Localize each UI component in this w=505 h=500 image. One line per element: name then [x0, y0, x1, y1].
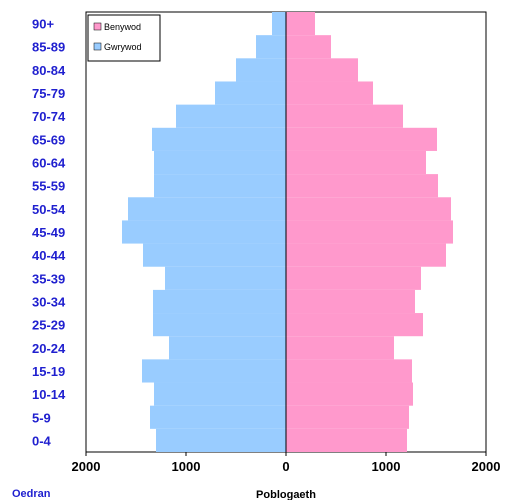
bar-female-0-4 [286, 428, 407, 452]
age-label: 35-39 [32, 271, 65, 286]
legend-label-female: Benywod [104, 22, 141, 32]
bar-male-75-79 [215, 81, 286, 105]
bar-female-5-9 [286, 405, 409, 429]
bar-male-55-59 [154, 174, 286, 198]
bar-female-60-64 [286, 150, 426, 175]
age-label: 45-49 [32, 225, 65, 240]
x-tick-label: 0 [282, 459, 289, 474]
bar-male-45-49 [122, 220, 286, 244]
male-bars [122, 12, 286, 452]
age-label: 85-89 [32, 40, 65, 55]
bar-female-65-69 [286, 127, 437, 151]
bar-female-25-29 [286, 313, 423, 337]
bar-male-25-29 [153, 313, 286, 337]
age-label: 75-79 [32, 86, 65, 101]
bar-female-45-49 [286, 220, 453, 244]
bar-female-50-54 [286, 197, 451, 221]
age-label: 70-74 [32, 109, 66, 124]
bar-male-50-54 [128, 197, 286, 221]
x-tick-labels: 2000 1000 0 1000 2000 [72, 459, 501, 474]
age-label: 90+ [32, 17, 54, 32]
female-bars [286, 12, 453, 452]
bar-male-15-19 [142, 359, 286, 383]
bar-female-85-89 [286, 35, 331, 59]
bar-female-35-39 [286, 266, 421, 290]
legend-box [87, 14, 161, 62]
legend-swatch-female [93, 22, 102, 31]
x-tick-label: 1000 [172, 459, 201, 474]
bar-male-30-34 [153, 289, 286, 314]
bar-female-55-59 [286, 174, 438, 198]
age-label: 50-54 [32, 202, 66, 217]
bar-male-70-74 [176, 104, 286, 128]
age-label: 65-69 [32, 132, 65, 147]
x-tick-marks [85, 452, 487, 456]
x-tick-label: 2000 [472, 459, 501, 474]
bar-male-20-24 [169, 336, 286, 360]
bar-male-80-84 [236, 58, 286, 82]
age-label: 15-19 [32, 364, 65, 379]
bar-female-10-14 [286, 382, 413, 406]
age-label: 5-9 [32, 410, 51, 425]
bar-female-75-79 [286, 81, 373, 105]
bar-female-90+ [286, 12, 315, 36]
age-label: 55-59 [32, 179, 65, 194]
bar-female-80-84 [286, 58, 358, 82]
x-tick-label: 1000 [372, 459, 401, 474]
bar-male-60-64 [154, 150, 286, 175]
bar-male-5-9 [150, 405, 286, 429]
legend: Benywod Gwrywod [87, 14, 161, 62]
bar-male-90+ [272, 12, 286, 36]
age-label: 25-29 [32, 318, 65, 333]
age-label: 0-4 [32, 433, 52, 448]
age-label: 20-24 [32, 341, 66, 356]
y-axis-title: Oedran [12, 488, 51, 500]
bar-female-30-34 [286, 289, 415, 314]
bar-female-15-19 [286, 359, 412, 383]
bar-male-10-14 [154, 382, 286, 406]
x-tick-label: 2000 [72, 459, 101, 474]
bar-female-20-24 [286, 336, 394, 360]
age-label: 30-34 [32, 294, 66, 309]
age-label: 40-44 [32, 248, 66, 263]
bar-male-35-39 [165, 266, 286, 290]
bar-male-85-89 [256, 35, 286, 59]
bar-female-40-44 [286, 243, 446, 267]
age-labels: 0-4 5-9 10-14 15-19 20-24 25-29 30-34 35-39 40-4… [32, 17, 66, 449]
bar-female-70-74 [286, 104, 403, 128]
age-label: 10-14 [32, 387, 66, 402]
x-axis-title: Poblogaeth [256, 489, 316, 500]
bar-male-40-44 [143, 243, 286, 267]
legend-swatch-male [93, 42, 102, 51]
age-label: 60-64 [32, 156, 66, 171]
bar-male-0-4 [156, 428, 286, 452]
legend-label-male: Gwrywod [104, 42, 142, 52]
age-label: 80-84 [32, 63, 66, 78]
bar-male-65-69 [152, 127, 286, 151]
